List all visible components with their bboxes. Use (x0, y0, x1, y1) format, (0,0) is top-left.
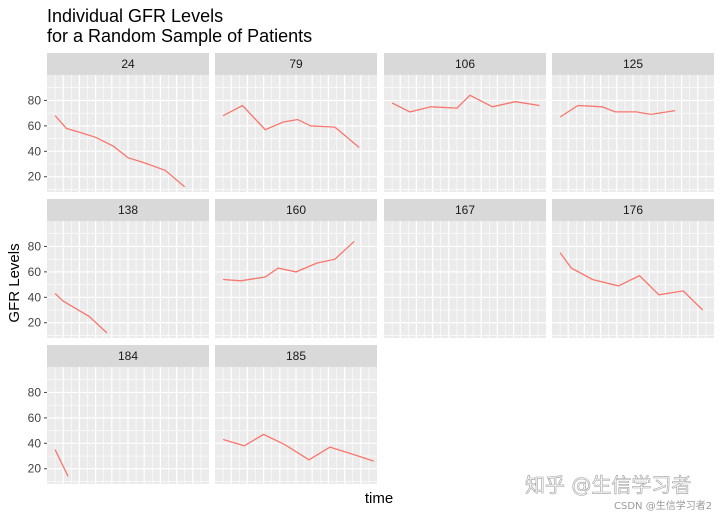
facet-strip (215, 53, 377, 75)
series-line-185 (222, 433, 374, 462)
facet-strip (552, 53, 714, 75)
y-tick-label: 80 (28, 385, 42, 399)
watermark-csdn: CSDN @生信学习者2 (614, 499, 712, 512)
facet-panel-138: 138 20 40 60 80 (28, 199, 209, 338)
series-line-106 (391, 94, 540, 113)
series-line-125 (559, 104, 676, 118)
facet-strip-label: 185 (286, 349, 306, 363)
facet-strip-label: 79 (289, 57, 303, 71)
facet-strip-label: 106 (455, 57, 475, 71)
facet-strip (47, 199, 209, 221)
facet-panel-184: 184 20 40 60 80 (28, 345, 209, 484)
facet-panel-185: 185 (215, 345, 377, 484)
y-tick-label: 80 (28, 239, 42, 253)
series-line-79 (222, 104, 360, 148)
series-line-184 (54, 449, 69, 477)
facet-panel-106: 106 (384, 53, 546, 192)
y-tick-label: 20 (28, 316, 42, 330)
facet-panel-167: 167 (384, 199, 546, 338)
x-axis-label: time (365, 490, 393, 507)
facet-panels: 24 20 40 60 80 79 106 125 138 20 40 60 80 160 167 176 18… (28, 53, 714, 484)
facet-strip (384, 53, 546, 75)
facet-panel-176: 176 (552, 199, 714, 338)
y-tick-label: 40 (28, 436, 42, 450)
y-tick-label: 20 (28, 170, 42, 184)
facet-panel-160: 160 (215, 199, 377, 338)
series-line-138 (54, 293, 108, 334)
y-axis-label: GFR Levels (6, 243, 23, 322)
y-tick-label: 80 (28, 93, 42, 107)
y-tick-label: 60 (28, 119, 42, 133)
facet-strip (47, 53, 209, 75)
watermark-zhihu: 知乎 @生信学习者 (525, 473, 691, 497)
y-tick-label: 40 (28, 290, 42, 304)
facet-strip-label: 184 (118, 349, 138, 363)
facet-panel-79: 79 (215, 53, 377, 192)
facet-strip-label: 24 (121, 57, 135, 71)
series-line-176 (559, 252, 704, 311)
facet-strip-label: 138 (118, 203, 138, 217)
y-tick-label: 60 (28, 265, 42, 279)
series-line-160 (223, 240, 355, 282)
y-tick-label: 60 (28, 411, 42, 425)
y-tick-label: 20 (28, 462, 42, 476)
facet-strip (215, 199, 377, 221)
chart-title-line-2: for a Random Sample of Patients (47, 26, 312, 46)
facet-strip-label: 125 (623, 57, 643, 71)
chart-title-line-1: Individual GFR Levels (47, 6, 223, 26)
facet-panel-24: 24 20 40 60 80 (28, 53, 209, 192)
series-line-24 (54, 115, 186, 188)
facet-strip-label: 167 (455, 203, 475, 217)
facet-panel-125: 125 (552, 53, 714, 192)
facet-strip (384, 199, 546, 221)
facet-strip-label: 176 (623, 203, 643, 217)
facet-strip (47, 345, 209, 367)
facet-strip (552, 199, 714, 221)
y-tick-label: 40 (28, 144, 42, 158)
facet-strip (215, 345, 377, 367)
facet-strip-label: 160 (286, 203, 306, 217)
